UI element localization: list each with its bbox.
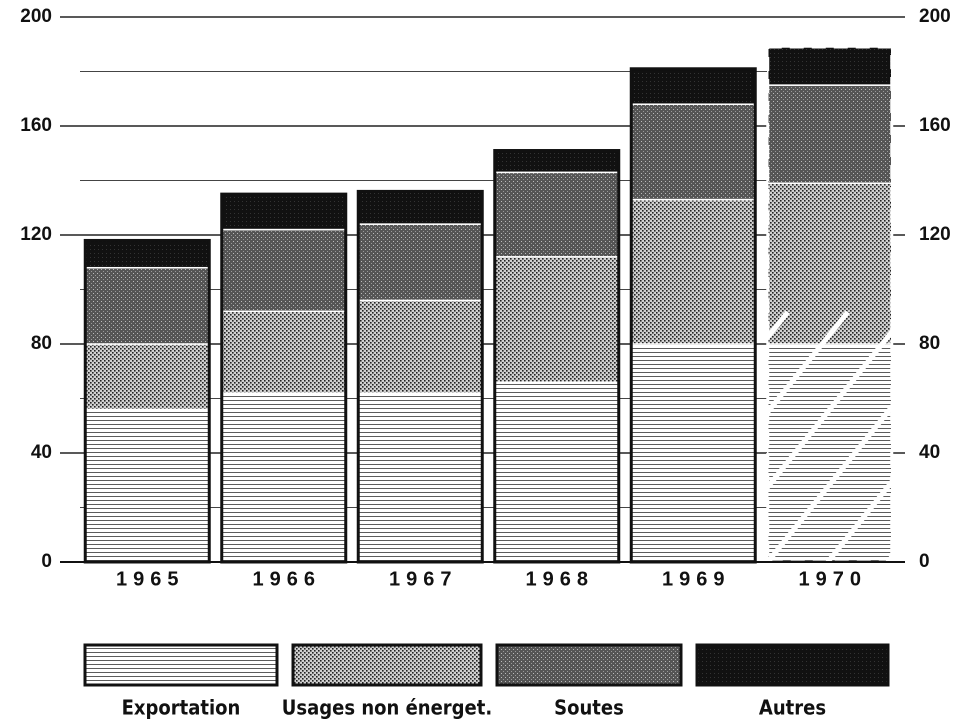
y-tick-label: 40 <box>31 442 52 463</box>
x-tick-label: 1965 <box>116 568 185 590</box>
x-tick-label: 1968 <box>526 568 595 590</box>
bar-segment <box>767 343 893 563</box>
legend-label: Usages non énerget. <box>282 696 492 720</box>
y2-tick-label: 160 <box>919 115 951 136</box>
legend-label: Exportation <box>122 696 241 720</box>
y-tick-label: 120 <box>20 224 52 245</box>
bar-segment <box>221 310 347 394</box>
bar-segment <box>84 343 210 411</box>
bar-stack <box>220 192 348 564</box>
bar-segment <box>630 68 756 105</box>
legend-swatch <box>695 643 890 687</box>
y2-tick-label: 0 <box>919 551 930 572</box>
bar-segment <box>84 239 210 269</box>
bar-stack <box>356 189 484 564</box>
bar-segment <box>494 171 620 258</box>
bar-stack <box>629 67 757 564</box>
y-tick-label: 0 <box>41 551 52 572</box>
y-tick-label: 160 <box>20 115 52 136</box>
bar-segment <box>630 198 756 345</box>
y2-tick-label: 200 <box>919 6 951 27</box>
bar-segment <box>767 46 893 86</box>
bar-segment <box>767 182 893 345</box>
legend-swatch <box>83 643 279 687</box>
bar-stack <box>766 45 894 564</box>
bar-segment <box>221 193 347 231</box>
y2-tick-label: 80 <box>919 333 940 354</box>
x-tick-label: 1970 <box>799 568 868 590</box>
bar-segment <box>221 228 347 313</box>
legend-swatch <box>495 643 683 687</box>
bar-segment <box>84 266 210 345</box>
y-tick-label: 200 <box>20 6 52 27</box>
y2-tick-label: 40 <box>919 442 940 463</box>
x-tick-label: 1967 <box>389 568 458 590</box>
bar-segment <box>494 381 620 563</box>
legend-swatch <box>291 643 483 687</box>
bar-segment <box>357 223 483 302</box>
bar-outline <box>766 45 894 564</box>
bar-segment <box>357 392 483 563</box>
bar-segment <box>630 343 756 563</box>
bar-segment <box>357 190 483 225</box>
bar-segment <box>84 408 210 563</box>
bar-segment <box>494 256 620 383</box>
legend-label: Autres <box>759 696 826 720</box>
bar-segment <box>630 103 756 201</box>
y2-tick-label: 120 <box>919 224 951 245</box>
y-tick-label: 80 <box>31 333 52 354</box>
bar-segment <box>767 84 893 184</box>
bar-segment <box>221 392 347 563</box>
bar-stack <box>493 149 621 564</box>
bar-segment <box>357 299 483 394</box>
x-tick-label: 1966 <box>253 568 322 590</box>
x-tick-label: 1969 <box>662 568 731 590</box>
bar-stack <box>83 238 211 564</box>
estimate-hatch <box>767 310 892 563</box>
bar-segment <box>494 149 620 174</box>
legend-label: Soutes <box>554 696 624 720</box>
